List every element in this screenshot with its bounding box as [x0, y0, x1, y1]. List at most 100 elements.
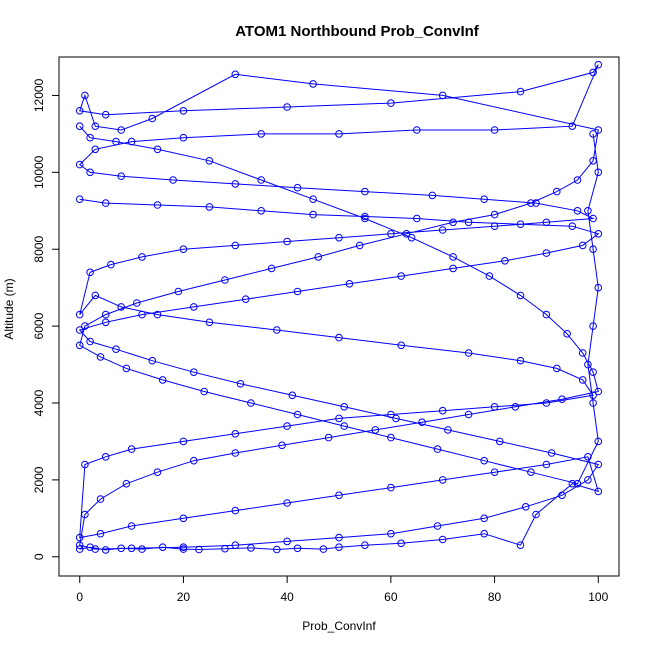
data-point: [464, 218, 473, 227]
data-point: [361, 187, 369, 196]
data-point: [257, 207, 266, 215]
data-point: [236, 380, 245, 388]
data-point: [345, 280, 354, 288]
data-point: [91, 145, 100, 154]
x-tick-label: 0: [76, 590, 83, 604]
data-point: [122, 364, 131, 373]
data-point: [278, 441, 286, 450]
data-point: [392, 414, 400, 423]
data-point: [558, 395, 566, 404]
data-point: [521, 503, 530, 511]
data-point: [86, 337, 94, 346]
data-point: [516, 87, 525, 96]
data-point: [438, 535, 447, 544]
y-tick-label: 4000: [32, 389, 46, 416]
data-point: [594, 283, 603, 292]
series-layer: [75, 60, 603, 554]
data-point: [387, 99, 395, 107]
data-point: [355, 241, 364, 250]
data-point: [101, 546, 110, 554]
data-point: [81, 460, 89, 469]
data-point: [594, 387, 603, 396]
data-point: [495, 437, 504, 446]
data-point: [589, 322, 597, 330]
data-point: [511, 403, 520, 411]
data-point: [75, 195, 84, 203]
data-point: [584, 207, 592, 215]
data-point: [81, 322, 89, 330]
data-point: [589, 391, 597, 400]
data-point: [293, 183, 302, 192]
data-point: [387, 433, 395, 442]
data-point: [117, 303, 125, 311]
data-point: [91, 122, 100, 130]
data-point: [407, 233, 416, 242]
y-axis: 0 2000 4000 6000 8000 10000 12000: [32, 78, 60, 560]
data-point: [490, 468, 499, 477]
data-point: [319, 545, 328, 553]
data-point: [428, 191, 437, 200]
data-point: [96, 353, 105, 361]
data-point: [480, 195, 489, 203]
data-point: [335, 543, 343, 552]
data-point: [190, 368, 198, 377]
data-point: [361, 541, 369, 550]
data-point: [133, 299, 141, 307]
data-point: [335, 491, 343, 500]
data-series: [75, 122, 603, 553]
data-point: [340, 403, 349, 411]
data-point: [335, 414, 343, 423]
data-point: [542, 399, 551, 407]
data-point: [589, 245, 597, 253]
data-point: [267, 264, 276, 273]
data-point: [179, 514, 188, 523]
data-point: [221, 276, 229, 284]
data-point: [361, 214, 369, 223]
data-point: [293, 410, 302, 419]
data-point: [231, 70, 240, 79]
data-point: [553, 187, 561, 196]
data-point: [122, 479, 131, 488]
data-point: [283, 422, 291, 430]
data-point: [397, 341, 406, 350]
data-point: [542, 249, 551, 257]
data-point: [283, 537, 291, 546]
x-axis-label: Prob_ConvInf: [302, 619, 376, 633]
data-point: [231, 506, 240, 515]
data-point: [86, 133, 94, 142]
x-axis: 0 20 40 60 80 100: [76, 575, 609, 604]
data-point: [563, 330, 571, 338]
data-point: [584, 453, 592, 461]
data-point: [433, 445, 442, 453]
data-series: [75, 60, 603, 554]
data-point: [153, 310, 162, 319]
data-point: [81, 91, 89, 100]
data-point: [101, 110, 110, 119]
data-point: [138, 310, 146, 319]
data-point: [578, 241, 587, 250]
data-point: [257, 176, 266, 184]
chart-title: ATOM1 Northbound Prob_ConvInf: [235, 23, 480, 40]
data-point: [148, 114, 157, 123]
data-point: [335, 333, 343, 342]
data-point: [231, 241, 240, 250]
data-point: [231, 449, 240, 457]
data-point: [190, 456, 198, 465]
data-point: [418, 418, 426, 427]
data-point: [480, 456, 489, 465]
data-point: [584, 476, 592, 484]
data-point: [480, 514, 489, 523]
data-point: [179, 245, 188, 253]
data-point: [340, 422, 349, 430]
data-point: [205, 318, 214, 327]
data-point: [589, 399, 597, 407]
data-point: [112, 345, 120, 354]
series-line: [78, 125, 600, 550]
data-point: [490, 210, 499, 219]
data-point: [309, 195, 317, 203]
data-point: [527, 468, 535, 477]
data-point: [568, 479, 577, 488]
data-point: [127, 445, 136, 453]
data-point: [205, 203, 214, 211]
data-point: [464, 410, 473, 419]
